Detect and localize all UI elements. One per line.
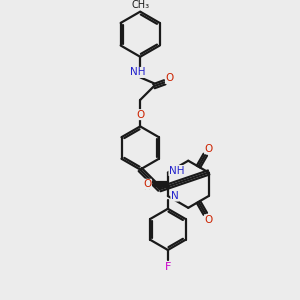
Text: O: O xyxy=(136,110,144,120)
Text: O: O xyxy=(205,144,213,154)
Text: NH: NH xyxy=(169,166,184,176)
Text: N: N xyxy=(171,191,178,201)
Text: CH₃: CH₃ xyxy=(131,0,149,10)
Text: O: O xyxy=(143,179,152,189)
Text: H: H xyxy=(143,183,149,192)
Text: O: O xyxy=(205,215,213,225)
Text: NH: NH xyxy=(130,68,146,77)
Text: O: O xyxy=(166,73,174,83)
Text: F: F xyxy=(165,262,171,272)
